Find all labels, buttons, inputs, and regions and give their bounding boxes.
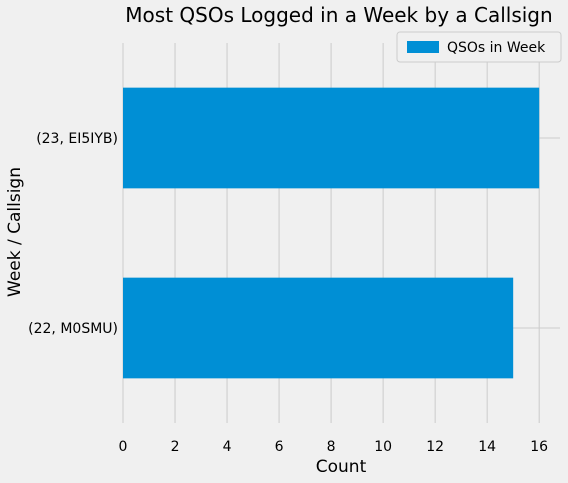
x-tick-label: 2 bbox=[171, 439, 180, 455]
bar bbox=[123, 87, 540, 189]
bars-layer bbox=[123, 87, 540, 379]
x-tick-label: 16 bbox=[530, 439, 548, 455]
y-axis-label: Week / Callsign bbox=[5, 167, 25, 297]
y-tick-label: (22, M0SMU) bbox=[28, 321, 118, 337]
x-tick-label: 0 bbox=[119, 439, 128, 455]
chart-title: Most QSOs Logged in a Week by a Callsign bbox=[125, 3, 552, 27]
x-tick-label: 4 bbox=[223, 439, 232, 455]
x-ticks: 0 2 4 6 8 10 12 14 16 bbox=[119, 439, 549, 455]
legend: QSOs in Week bbox=[396, 31, 562, 63]
x-tick-label: 6 bbox=[275, 439, 284, 455]
legend-frame bbox=[396, 31, 562, 63]
bar bbox=[123, 277, 514, 379]
x-axis-label: Count bbox=[316, 457, 367, 477]
y-ticks: (22, M0SMU) (23, EI5IYB) bbox=[28, 131, 118, 337]
x-tick-label: 10 bbox=[374, 439, 392, 455]
legend-swatch bbox=[407, 41, 439, 53]
x-tick-label: 14 bbox=[478, 439, 496, 455]
x-tick-label: 12 bbox=[426, 439, 444, 455]
x-tick-label: 8 bbox=[327, 439, 336, 455]
legend-label: QSOs in Week bbox=[447, 40, 546, 56]
y-tick-label: (23, EI5IYB) bbox=[36, 131, 118, 147]
